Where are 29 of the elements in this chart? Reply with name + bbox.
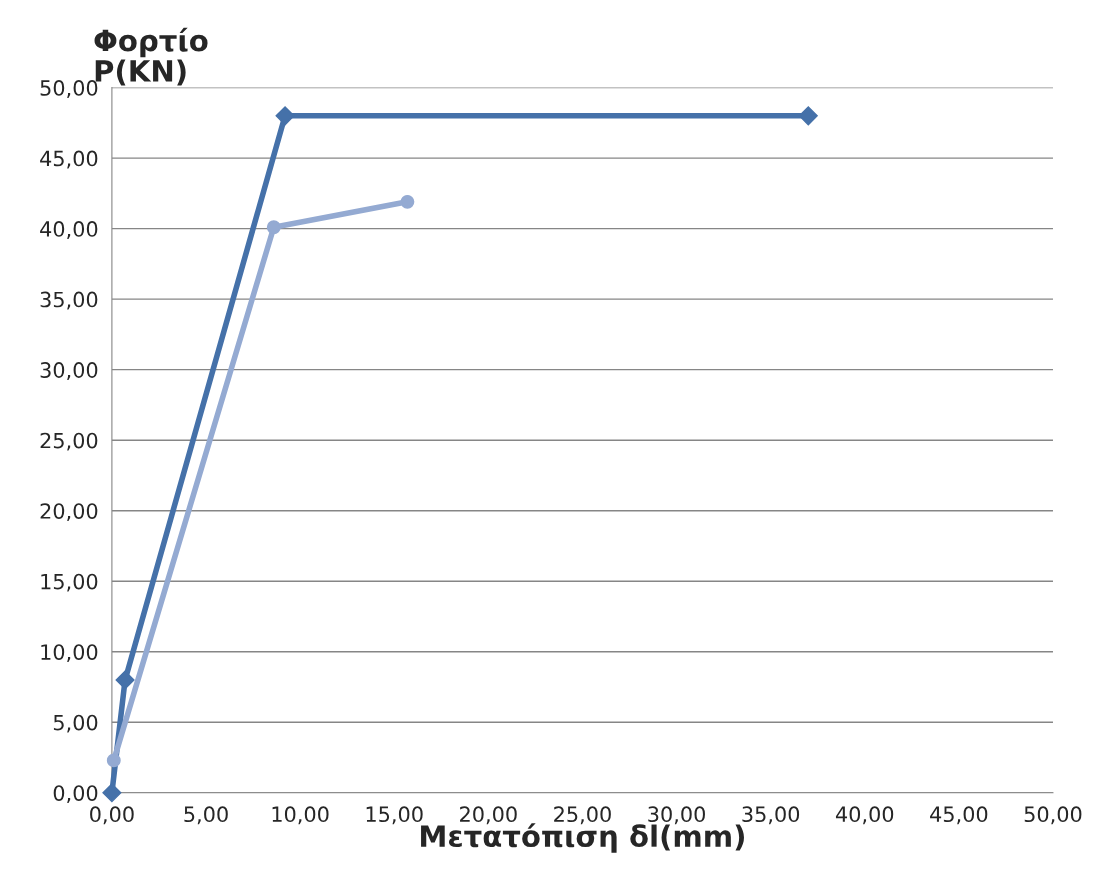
y-tick-label: 35,00 — [40, 291, 98, 310]
point — [400, 194, 415, 209]
x-tick-label: 40,00 — [835, 806, 894, 825]
x-tick-label: 0,00 — [90, 806, 134, 825]
point — [106, 753, 121, 768]
x-tick-label: 45,00 — [930, 806, 988, 825]
x-axis-title: Μετατόπιση δl(mm) — [421, 823, 744, 853]
y-tick-label: 30,00 — [40, 362, 98, 381]
point — [275, 106, 295, 126]
x-tick-label: 50,00 — [1024, 806, 1082, 825]
x-tick-label: 10,00 — [272, 806, 329, 825]
x-tick-label: 35,00 — [742, 806, 800, 825]
y-tick-label: 40,00 — [40, 221, 98, 239]
y-tick-label: 5,00 — [53, 714, 98, 733]
x-tick-label: 20,00 — [460, 806, 517, 825]
point — [798, 106, 818, 126]
x-tick-label: 30,00 — [648, 806, 705, 825]
x-tick-label: 25,00 — [554, 806, 611, 825]
y-tick-label: 20,00 — [40, 503, 98, 522]
y-tick-label: 15,00 — [41, 573, 98, 592]
y-tick-label: 0,00 — [53, 785, 98, 804]
point — [102, 783, 122, 803]
x-tick-label: 5,00 — [184, 806, 228, 825]
point — [266, 220, 281, 235]
x-tick-label: 15,00 — [366, 806, 423, 825]
y-tick-label: 10,00 — [41, 644, 98, 663]
point — [115, 670, 135, 690]
y-tick-label: 45,00 — [40, 150, 98, 169]
y-tick-label: 25,00 — [40, 432, 98, 451]
